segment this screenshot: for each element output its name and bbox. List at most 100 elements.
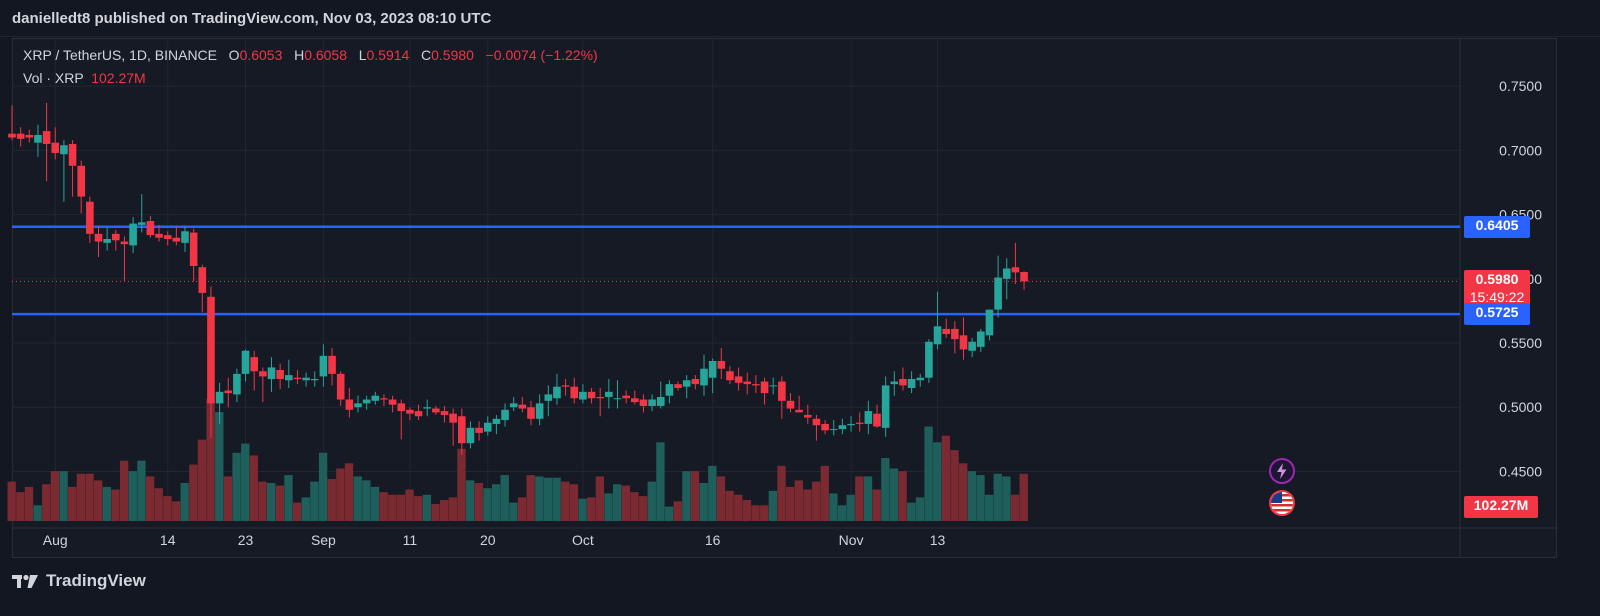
candle-body	[388, 399, 397, 405]
volume-bar	[950, 450, 959, 521]
candle-body	[907, 378, 916, 388]
candle-body	[933, 326, 942, 345]
volume-bar	[267, 482, 276, 521]
volume-bar	[275, 485, 284, 521]
volume-bar	[85, 473, 94, 521]
us-flag-icon[interactable]	[1269, 490, 1295, 516]
low-value: 0.5914	[366, 47, 410, 63]
y-tick-label: 0.4500	[1499, 463, 1542, 479]
tradingview-logo-icon	[12, 574, 38, 588]
candle-body	[804, 414, 812, 418]
candle-body	[795, 409, 803, 413]
volume-bar	[777, 465, 786, 521]
volume-bar	[102, 486, 111, 521]
volume-bar	[206, 399, 215, 521]
volume-bar	[933, 442, 942, 521]
volume-bar	[811, 481, 821, 521]
volume-bar	[33, 505, 42, 521]
volume-bar	[483, 488, 492, 521]
y-tick-label: 0.5000	[1499, 399, 1542, 415]
volume-bar	[1019, 473, 1028, 521]
volume-bar	[414, 496, 423, 521]
volume-bar	[863, 476, 873, 521]
volume-bar	[734, 494, 743, 521]
volume-bar	[907, 502, 916, 521]
volume-bar	[587, 497, 596, 521]
volume-layer	[7, 399, 1028, 521]
candle-body	[951, 328, 959, 340]
volume-bar	[128, 471, 137, 521]
candle-body	[449, 413, 457, 423]
candle-body	[466, 427, 475, 444]
candle-body	[518, 404, 527, 409]
candle-body	[336, 373, 345, 400]
volume-bar	[829, 493, 838, 521]
volume-bar	[396, 494, 406, 521]
candle-body	[276, 369, 284, 379]
volume-bar	[742, 500, 752, 521]
volume-bar	[517, 497, 527, 521]
brand-name: TradingView	[46, 571, 146, 590]
candle-body	[8, 133, 16, 138]
candle-body	[916, 377, 925, 381]
volume-bar	[760, 505, 769, 521]
candle-body	[354, 403, 362, 408]
volume-bar	[647, 481, 656, 521]
volume-bar	[976, 475, 985, 521]
volume-bar	[708, 465, 717, 521]
candle-body	[622, 395, 630, 399]
volume-bar	[7, 481, 16, 521]
volume-bar	[509, 502, 518, 521]
volume-bar	[232, 452, 241, 521]
candle-body	[535, 403, 544, 419]
volume-bar	[440, 500, 449, 521]
candle-body	[691, 378, 700, 385]
volume-bar	[820, 465, 829, 521]
volume-bar	[223, 476, 233, 521]
candle-body	[977, 331, 985, 347]
x-tick-label: 23	[238, 532, 254, 548]
candle-body	[198, 267, 207, 293]
volume-bar	[569, 484, 579, 521]
volume-bar	[422, 494, 432, 521]
volume-bar	[388, 494, 397, 521]
volume-bar	[119, 460, 129, 521]
volume-bar	[630, 492, 639, 521]
volume-bar	[370, 486, 380, 521]
volume-bar	[535, 476, 544, 521]
volume-bar	[405, 489, 414, 521]
candle-body	[94, 233, 103, 242]
candle-body	[302, 377, 310, 381]
high-label: H	[294, 47, 305, 63]
candle-body	[432, 408, 440, 413]
publish-info: danielledt8 published on TradingView.com…	[12, 10, 492, 27]
volume-bar	[725, 490, 734, 521]
candle-layer	[8, 102, 1028, 455]
volume-bar	[889, 468, 899, 521]
level-layer	[12, 225, 1460, 316]
volume-bar	[682, 471, 691, 521]
lightning-icon[interactable]	[1269, 458, 1295, 484]
volume-bar	[699, 482, 708, 521]
volume-bar	[24, 486, 34, 521]
candle-body	[189, 232, 198, 266]
volume-label[interactable]: Vol · XRP	[23, 70, 84, 86]
candle-body	[527, 407, 535, 419]
candle-body	[648, 399, 656, 406]
candle-body	[267, 367, 276, 379]
volume-bar	[604, 493, 613, 521]
candle-body	[752, 384, 760, 386]
symbol-label[interactable]: XRP / TetherUS, 1D, BINANCE	[23, 47, 217, 63]
volume-bar	[552, 477, 561, 521]
x-tick-label: Oct	[572, 532, 594, 548]
volume-tag: 102.27M	[1464, 496, 1538, 518]
candle-body	[172, 237, 181, 242]
volume-bar	[578, 498, 587, 521]
candle-body	[181, 231, 189, 243]
volume-bar	[318, 452, 328, 521]
tradingview-footer[interactable]: TradingView	[12, 570, 146, 592]
volume-bar	[59, 471, 68, 521]
volume-value: 102.27M	[91, 70, 146, 86]
volume-bar	[180, 482, 189, 521]
